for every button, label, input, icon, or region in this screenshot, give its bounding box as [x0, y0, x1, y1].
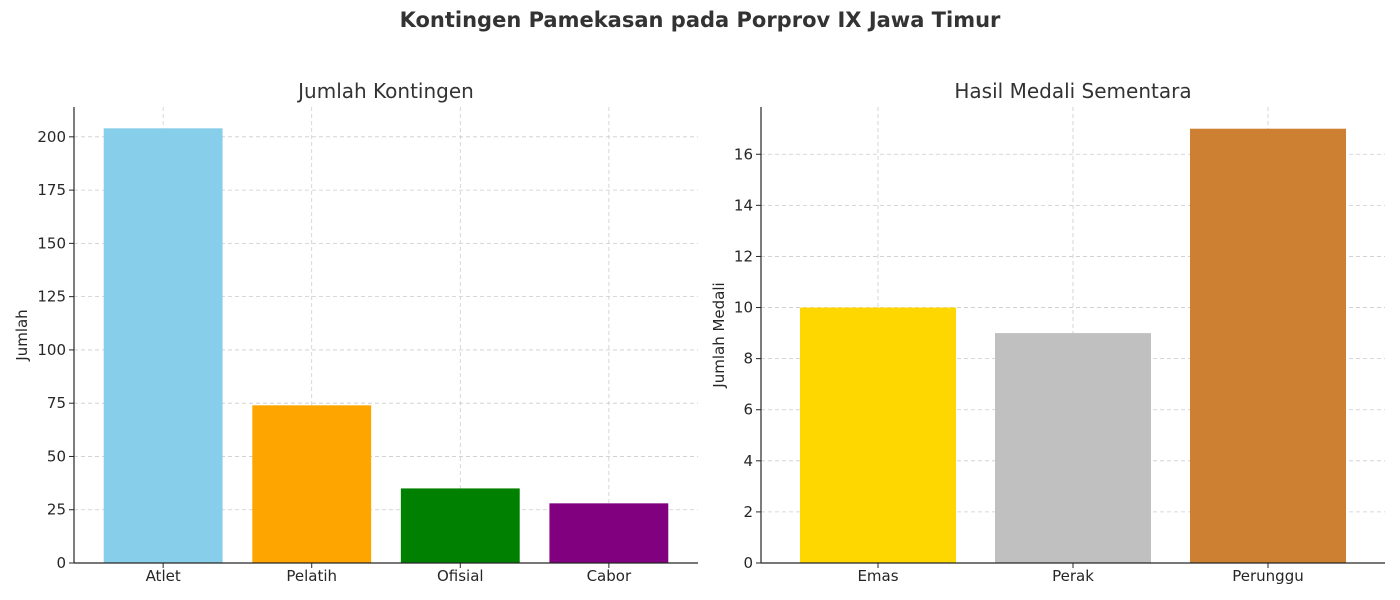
chart1-y-tick-label: 25	[47, 501, 66, 519]
chart2-y-tick-label: 12	[734, 247, 753, 265]
chart2-y-tick-label: 4	[743, 452, 753, 470]
chart2-y-tick-label: 6	[743, 401, 753, 419]
chart1-x-tick-label: Cabor	[587, 567, 632, 585]
chart1-y-tick-label: 175	[37, 181, 66, 199]
chart1-bar-ofisial	[400, 488, 520, 563]
chart1-title: Jumlah Kontingen	[296, 79, 474, 103]
figure-title: Kontingen Pamekasan pada Porprov IX Jawa…	[399, 8, 1001, 32]
chart2-title: Hasil Medali Sementara	[954, 79, 1191, 103]
chart1-x-tick-label: Atlet	[146, 567, 181, 585]
chart1-y-tick-label: 100	[37, 341, 66, 359]
chart1-bar-atlet	[103, 128, 223, 563]
chart1-x-tick-label: Ofisial	[437, 567, 484, 585]
chart1-y-tick-label: 0	[56, 554, 66, 572]
chart2-y-tick-label: 16	[734, 145, 753, 163]
chart2-y-tick-label: 14	[734, 196, 753, 214]
chart2-x-tick-label: Perak	[1052, 567, 1094, 585]
chart2-y-axis-label: Jumlah Medali	[710, 282, 728, 388]
chart1-bar-cabor	[549, 503, 669, 563]
chart2-y-tick-label: 2	[743, 503, 753, 521]
chart2-y-tick-label: 8	[743, 350, 753, 368]
chart2-bar-perunggu	[1190, 128, 1346, 563]
chart2-y-tick-label: 0	[743, 554, 753, 572]
chart1-y-tick-label: 125	[37, 288, 66, 306]
chart1-y-axis-label: Jumlah	[13, 309, 31, 361]
chart2-x-tick-label: Emas	[857, 567, 898, 585]
chart2-x-tick-label: Perunggu	[1232, 567, 1303, 585]
chart2-bar-perak	[995, 333, 1151, 563]
chart2-bar-emas	[800, 307, 956, 563]
chart1-x-tick-label: Pelatih	[286, 567, 337, 585]
chart1-y-tick-label: 150	[37, 234, 66, 252]
chart1-y-tick-label: 200	[37, 128, 66, 146]
chart2-y-tick-label: 10	[734, 299, 753, 317]
chart1-y-tick-label: 50	[47, 447, 66, 465]
chart1-bar-pelatih	[252, 405, 372, 563]
chart1-y-tick-label: 75	[47, 394, 66, 412]
